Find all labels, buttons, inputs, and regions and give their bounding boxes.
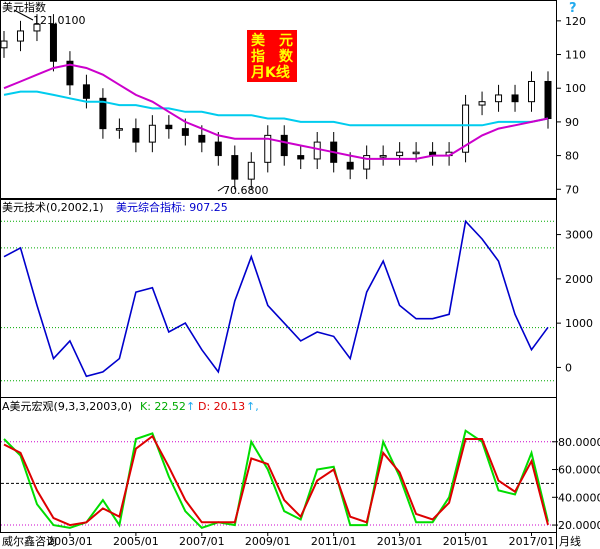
candle-body bbox=[396, 151, 404, 157]
xtick-label: 2009/01 bbox=[245, 535, 291, 548]
k-arrow-icon: ↑ bbox=[186, 400, 195, 413]
candle-body bbox=[511, 94, 519, 103]
candle-body bbox=[495, 94, 503, 103]
price-ytick-label: 80 bbox=[565, 150, 579, 163]
y-axis-ticks: 120 110 100 90 80 70 3000 2000 1000 0 80.0000 60.00… bbox=[552, 15, 600, 532]
price-ytick-label: 120 bbox=[565, 15, 586, 28]
period-label: 月线 bbox=[559, 534, 581, 548]
price-ytick-label: 70 bbox=[565, 183, 579, 196]
tech-indicator-line bbox=[3, 219, 549, 378]
candle-body bbox=[544, 80, 552, 120]
d-value-label: D: 20.13 bbox=[198, 400, 245, 413]
candle-body bbox=[313, 141, 321, 160]
candle-body bbox=[99, 97, 107, 130]
candle-body bbox=[66, 60, 74, 86]
xtick-label: 2003/01 bbox=[47, 535, 93, 548]
max-price-label: 121.0100 bbox=[33, 14, 86, 27]
tech-ytick-label: 0 bbox=[565, 361, 572, 374]
candle-body bbox=[198, 134, 206, 143]
candle-body bbox=[132, 128, 140, 143]
tech-ytick-label: 2000 bbox=[565, 273, 593, 286]
price-ytick-label: 90 bbox=[565, 116, 579, 129]
candle-body bbox=[379, 155, 387, 158]
candle-body bbox=[82, 84, 90, 99]
candle-body bbox=[231, 155, 239, 180]
tech-panel-title: 美元技术(0,2002,1) bbox=[2, 201, 104, 214]
price-ytick-label: 100 bbox=[565, 82, 586, 95]
min-price-pointer bbox=[217, 186, 225, 192]
candle-body bbox=[0, 40, 8, 49]
macro-series bbox=[3, 429, 549, 529]
xtick-label: 2011/01 bbox=[311, 535, 357, 548]
tech-series-label: 美元综合指标: 907.25 bbox=[116, 200, 228, 214]
xtick-label: 2007/01 bbox=[179, 535, 225, 548]
macro-ytick-label: 20.0000 bbox=[558, 519, 600, 532]
candle-body bbox=[297, 155, 305, 160]
k-value-label: K: 22.52 bbox=[140, 400, 186, 413]
candle-body bbox=[247, 161, 255, 180]
candle-body bbox=[363, 155, 371, 170]
candle-body bbox=[462, 104, 470, 153]
badge-line-3: 月K线 bbox=[250, 64, 290, 81]
min-price-label: 70.6800 bbox=[223, 184, 269, 197]
price-panel-title: 美元指数 bbox=[2, 0, 46, 14]
source-label: 威尔鑫咨询 bbox=[2, 534, 57, 548]
candle-body bbox=[478, 101, 486, 106]
d-line bbox=[3, 434, 549, 527]
badge-line-2: 指 数 bbox=[251, 48, 294, 65]
tech-ytick-label: 3000 bbox=[565, 229, 593, 242]
macro-ytick-label: 40.0000 bbox=[558, 491, 600, 504]
tech-ytick-label: 1000 bbox=[565, 317, 593, 330]
candle-body bbox=[264, 134, 272, 163]
price-series bbox=[0, 14, 552, 190]
candle-body bbox=[115, 128, 123, 131]
ma-long-line bbox=[3, 90, 549, 127]
macro-panel-title: A美元宏观(9,3,3,2003,0) bbox=[2, 399, 132, 413]
price-ytick-label: 110 bbox=[565, 49, 586, 62]
k-line bbox=[3, 429, 549, 529]
macro-ytick-label: 60.0000 bbox=[558, 464, 600, 477]
candle-body bbox=[181, 128, 189, 136]
badge-line-1: 美 元 bbox=[251, 32, 293, 49]
macro-ytick-label: 80.0000 bbox=[558, 436, 600, 449]
xtick-label: 2013/01 bbox=[377, 535, 423, 548]
d-arrow-icon: ↑, bbox=[246, 400, 259, 413]
x-axis-ticks: 2003/01 2005/01 2007/01 2009/01 2011/01 2013/… bbox=[47, 532, 554, 548]
candle-body bbox=[49, 23, 57, 62]
xtick-label: 2017/01 bbox=[509, 535, 555, 548]
question-icon[interactable]: ? bbox=[569, 1, 577, 16]
candle-body bbox=[412, 151, 420, 155]
xtick-label: 2015/01 bbox=[443, 535, 489, 548]
candle-body bbox=[528, 80, 536, 103]
tech-series bbox=[3, 219, 549, 378]
candle-body bbox=[16, 30, 24, 42]
candle-body bbox=[148, 124, 156, 143]
candle-body bbox=[165, 124, 173, 130]
max-price-pointer bbox=[13, 9, 34, 21]
xtick-label: 2005/01 bbox=[113, 535, 159, 548]
macro-panel-frame bbox=[0, 397, 557, 533]
candle-body bbox=[214, 141, 222, 157]
candle-body bbox=[346, 161, 354, 170]
candle-body bbox=[33, 23, 41, 32]
candle-body bbox=[280, 134, 288, 157]
ma-mid-line bbox=[3, 63, 549, 160]
index-badge: 美 元 指 数 月K线 bbox=[247, 30, 297, 82]
